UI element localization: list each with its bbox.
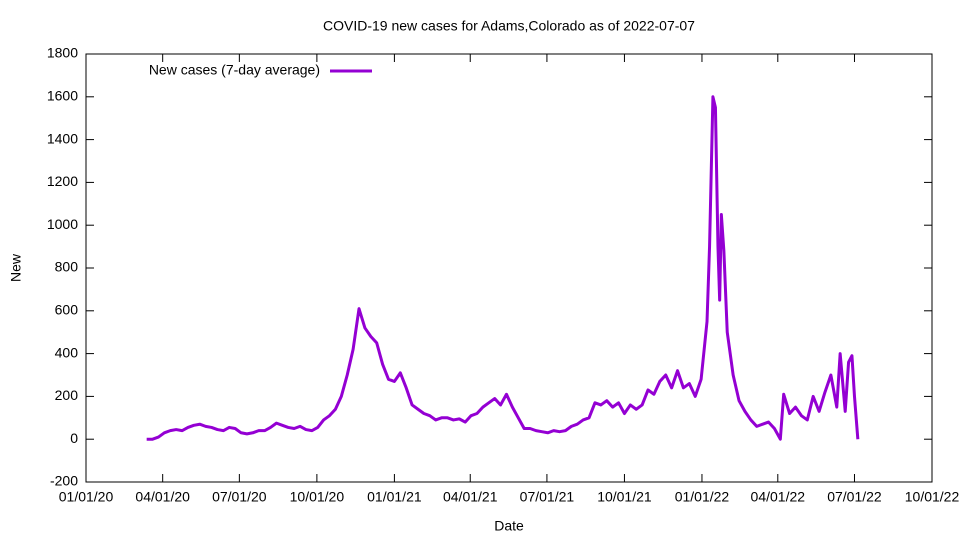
y-tick-label: 0 [70, 430, 78, 446]
y-tick-label: 400 [55, 344, 79, 360]
x-tick-label: 01/01/21 [367, 489, 422, 505]
x-tick-label: 01/01/20 [59, 489, 114, 505]
x-tick-label: 04/01/22 [751, 489, 806, 505]
x-tick-label: 07/01/21 [520, 489, 575, 505]
y-tick-label: 1000 [47, 216, 78, 232]
y-tick-label: 600 [55, 302, 79, 318]
x-tick-label: 04/01/20 [135, 489, 190, 505]
x-tick-label: 07/01/20 [212, 489, 267, 505]
y-tick-label: 800 [55, 259, 79, 275]
legend-label: New cases (7-day average) [149, 62, 320, 78]
y-tick-label: 1400 [47, 130, 78, 146]
y-tick-label: -200 [50, 473, 78, 489]
y-tick-label: 1800 [47, 45, 78, 61]
data-line [146, 95, 860, 441]
y-tick-label: 1600 [47, 88, 78, 104]
x-tick-label: 01/01/22 [675, 489, 730, 505]
x-tick-label: 10/01/21 [597, 489, 652, 505]
chart-title: COVID-19 new cases for Adams,Colorado as… [323, 18, 695, 34]
y-tick-label: 200 [55, 387, 79, 403]
x-axis-label: Date [494, 518, 524, 534]
y-tick-label: 1200 [47, 173, 78, 189]
x-tick-label: 07/01/22 [827, 489, 882, 505]
x-tick-label: 10/01/22 [905, 489, 960, 505]
x-tick-label: 04/01/21 [443, 489, 498, 505]
y-axis-label: New [8, 253, 24, 282]
x-tick-label: 10/01/20 [290, 489, 345, 505]
